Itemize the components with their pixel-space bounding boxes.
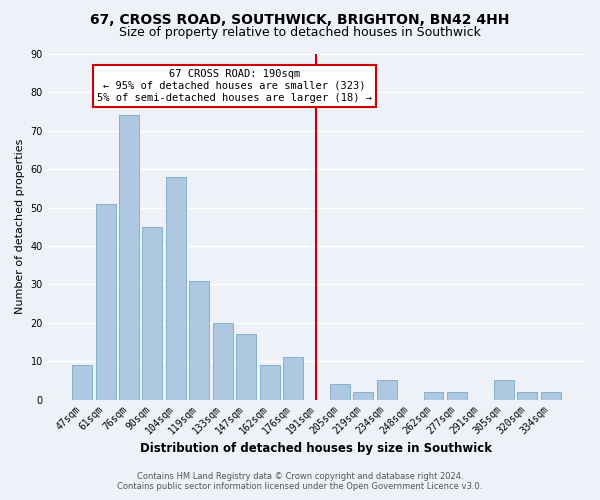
Bar — [377, 380, 397, 400]
Text: 67, CROSS ROAD, SOUTHWICK, BRIGHTON, BN42 4HH: 67, CROSS ROAD, SOUTHWICK, BRIGHTON, BN4… — [91, 12, 509, 26]
Bar — [283, 358, 303, 400]
Text: Contains HM Land Registry data © Crown copyright and database right 2024.
Contai: Contains HM Land Registry data © Crown c… — [118, 472, 482, 491]
Text: Size of property relative to detached houses in Southwick: Size of property relative to detached ho… — [119, 26, 481, 39]
Bar — [541, 392, 560, 400]
Bar — [166, 177, 186, 400]
Bar — [494, 380, 514, 400]
Bar — [260, 365, 280, 400]
Bar — [353, 392, 373, 400]
Bar — [142, 227, 163, 400]
Bar — [424, 392, 443, 400]
Bar — [95, 204, 116, 400]
Bar — [517, 392, 537, 400]
Bar — [190, 280, 209, 400]
Bar — [447, 392, 467, 400]
Bar — [330, 384, 350, 400]
X-axis label: Distribution of detached houses by size in Southwick: Distribution of detached houses by size … — [140, 442, 493, 455]
Bar — [236, 334, 256, 400]
Bar — [72, 365, 92, 400]
Bar — [119, 116, 139, 400]
Y-axis label: Number of detached properties: Number of detached properties — [15, 139, 25, 314]
Text: 67 CROSS ROAD: 190sqm
← 95% of detached houses are smaller (323)
5% of semi-deta: 67 CROSS ROAD: 190sqm ← 95% of detached … — [97, 70, 372, 102]
Bar — [213, 323, 233, 400]
